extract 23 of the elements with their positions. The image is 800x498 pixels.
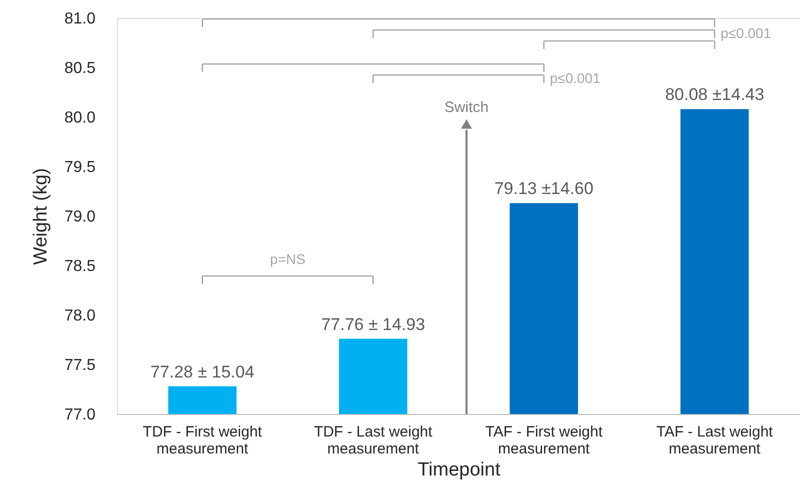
y-tick-label: 77.0: [64, 406, 96, 424]
data-label: 80.08 ±14.43: [665, 85, 764, 104]
data-label: 77.76 ± 14.93: [321, 314, 426, 334]
x-tick-label: TAF - Last weight measurement: [656, 424, 774, 458]
y-tick-label: 78.5: [64, 258, 96, 275]
y-tick-label: 77.5: [64, 357, 96, 374]
y-tick-label: 80.0: [64, 110, 96, 126]
annotation: p≤0.001: [720, 25, 772, 41]
y-tick-label: 79.5: [64, 159, 96, 176]
x-tick-label: TDF - First weight measurement: [142, 424, 263, 458]
annotation: p=NS: [270, 251, 306, 267]
y-tick-label: 81.0: [64, 10, 96, 28]
annotation: p≤0.001: [550, 70, 601, 86]
y-axis-title: Weight (kg): [30, 168, 52, 265]
y-tick-label: 78.0: [64, 308, 96, 324]
annotation: Switch: [444, 99, 489, 116]
y-tick-label: 79.0: [64, 208, 96, 226]
x-tick-label: TDF - Last weight measurement: [314, 424, 434, 458]
data-label: 79.13 ±14.60: [494, 179, 594, 198]
y-tick-label: 80.5: [64, 60, 96, 77]
x-axis-title: Timepoint: [418, 460, 502, 480]
data-label: 77.28 ± 15.04: [150, 362, 254, 382]
x-tick-label: TAF - First weight measurement: [485, 424, 604, 458]
